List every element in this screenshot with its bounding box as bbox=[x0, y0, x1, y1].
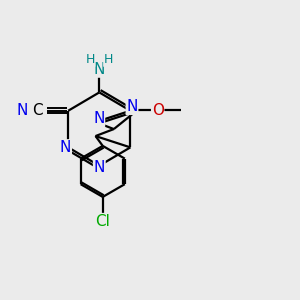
Text: Cl: Cl bbox=[95, 214, 110, 229]
Text: C: C bbox=[32, 103, 42, 118]
Text: H: H bbox=[104, 53, 113, 66]
Text: N: N bbox=[16, 103, 27, 118]
Text: N: N bbox=[94, 160, 105, 175]
Text: N: N bbox=[60, 140, 71, 155]
Text: N: N bbox=[93, 111, 104, 126]
Text: H: H bbox=[85, 53, 95, 66]
Text: N: N bbox=[126, 99, 138, 114]
Text: O: O bbox=[152, 103, 164, 118]
Text: N: N bbox=[94, 62, 105, 77]
